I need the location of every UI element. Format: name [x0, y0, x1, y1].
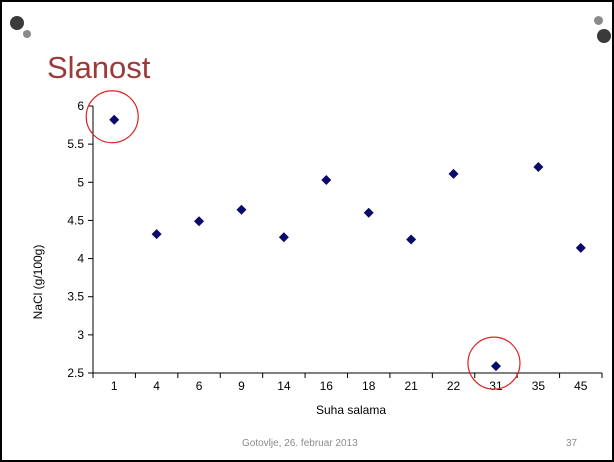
- x-tick-label: 1: [111, 379, 118, 393]
- corner-dot-large-right: [597, 29, 611, 43]
- x-tick-label: 31: [489, 379, 503, 393]
- y-tick-label: 6: [77, 99, 84, 113]
- x-tick-label: 45: [574, 379, 588, 393]
- y-tick-label: 3.5: [67, 290, 84, 304]
- highlight-circles: [85, 90, 521, 390]
- x-axis-label: Suha salama: [316, 403, 386, 417]
- data-point-9: [236, 204, 247, 215]
- page-number: 37: [566, 438, 578, 449]
- data-point-22: [448, 168, 459, 179]
- data-point-1: [109, 114, 120, 125]
- data-point-18: [363, 207, 374, 218]
- scatter-chart: 2.533.544.555.56 1 4 6 9 14 16 18 21 22 31 35 45 Su…: [31, 90, 603, 417]
- corner-dot-large-left: [10, 16, 24, 30]
- x-tick-label: 14: [277, 379, 291, 393]
- data-point-6: [194, 216, 205, 227]
- highlight-circle-31: [467, 336, 521, 390]
- x-tick-label: 21: [404, 379, 418, 393]
- x-axis: 1 4 6 9 14 16 18 21 22 31 35 45: [92, 372, 603, 393]
- data-point-45: [575, 242, 586, 253]
- y-tick-label: 3: [77, 328, 84, 342]
- x-tick-label: 6: [196, 379, 203, 393]
- x-tick-label: 9: [238, 379, 245, 393]
- data-points: [109, 114, 586, 372]
- y-tick-label: 2.5: [67, 366, 84, 380]
- data-point-16: [321, 174, 332, 185]
- highlight-circle-1: [85, 90, 139, 144]
- y-tick-label: 4: [77, 252, 84, 266]
- data-point-35: [533, 162, 544, 173]
- data-point-4: [151, 229, 162, 240]
- y-axis-label: NaCl (g/100g): [31, 245, 45, 320]
- x-tick-label: 22: [447, 379, 461, 393]
- y-tick-label: 4.5: [67, 213, 84, 227]
- corner-dot-small-left: [23, 30, 31, 38]
- y-axis: 2.5 3 3.5 4 4.5 5 5.5 6: [67, 99, 94, 380]
- data-point-14: [278, 232, 289, 243]
- x-tick-label: 4: [153, 379, 160, 393]
- y-tick-label: 5.5: [67, 137, 84, 151]
- data-point-21: [406, 234, 417, 245]
- x-tick-label: 16: [320, 379, 334, 393]
- footer-text: Gotovlje, 26. februar 2013: [242, 438, 358, 449]
- x-tick-label: 18: [362, 379, 376, 393]
- slide-title: Slanost: [47, 50, 151, 85]
- x-tick-label: 35: [532, 379, 546, 393]
- data-point-31: [490, 361, 501, 372]
- y-tick-label: 5: [77, 175, 84, 189]
- corner-dot-small-right: [594, 16, 603, 25]
